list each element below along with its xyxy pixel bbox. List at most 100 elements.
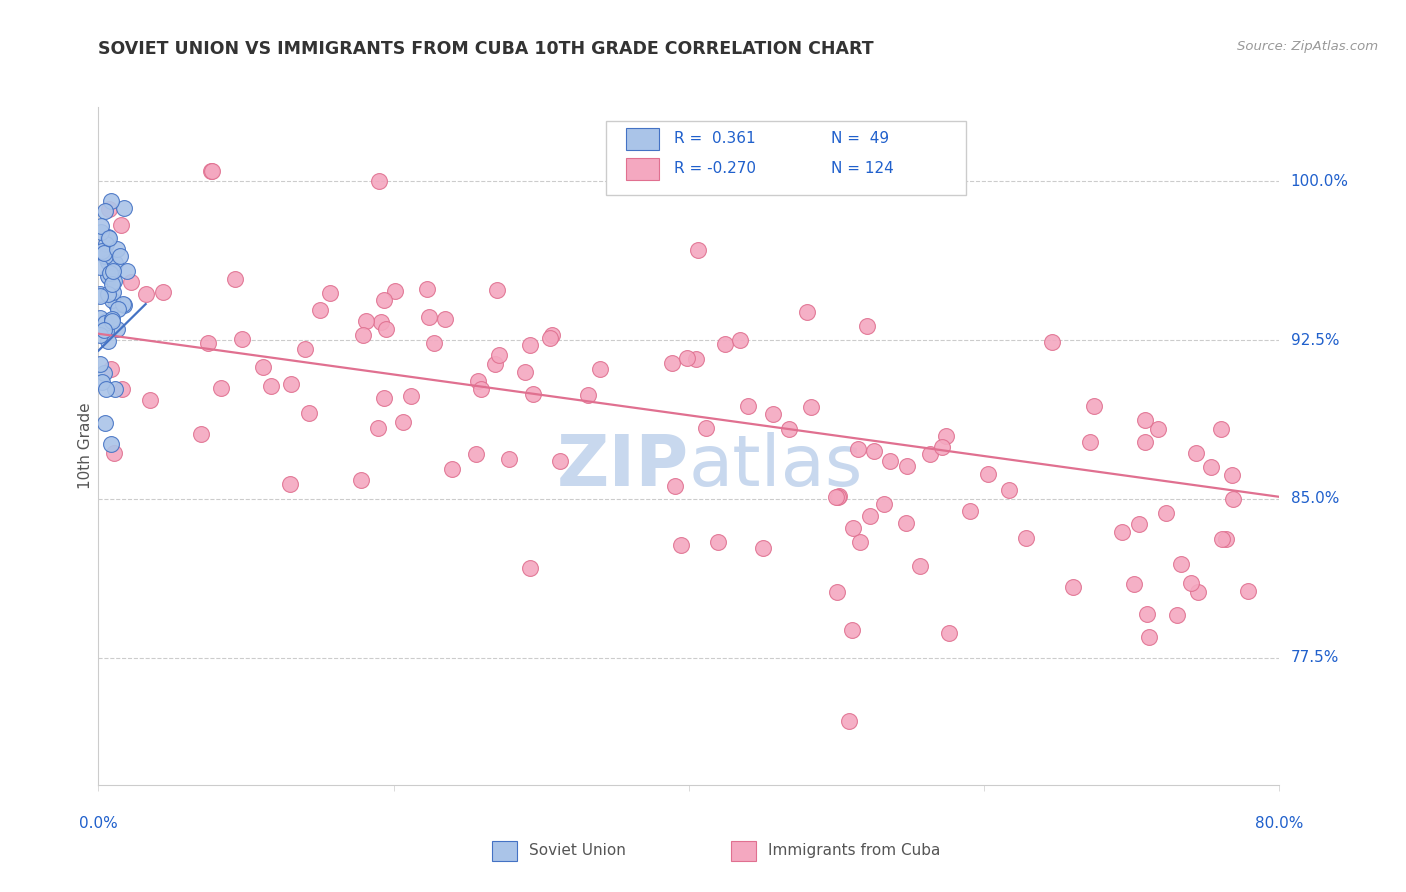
Point (714, 337, 737, 351)
Point (485, 283, 508, 297)
Point (209, 381, 232, 395)
Point (112, 297, 135, 311)
Text: N =  49: N = 49 (831, 131, 889, 146)
Point (98, 266, 121, 280)
Text: 92.5%: 92.5% (1291, 333, 1339, 348)
Point (576, 388, 599, 402)
Point (135, 287, 157, 301)
Point (695, 421, 717, 435)
Point (752, 541, 775, 555)
Point (1078, 435, 1101, 450)
Point (280, 376, 302, 391)
Point (1209, 422, 1232, 436)
Point (101, 293, 124, 307)
Text: Soviet Union: Soviet Union (529, 844, 626, 858)
Text: atlas: atlas (689, 432, 863, 500)
Point (959, 504, 981, 518)
Point (1062, 580, 1084, 594)
Point (856, 319, 879, 334)
Point (548, 454, 571, 468)
Point (94, 324, 117, 338)
Point (94, 249, 117, 263)
Point (111, 382, 134, 396)
Point (920, 447, 942, 461)
Point (200, 163, 222, 178)
Point (1166, 607, 1188, 622)
Point (1170, 557, 1192, 571)
Point (224, 272, 246, 286)
Point (488, 348, 510, 362)
Point (94, 237, 117, 252)
Text: R =  0.361: R = 0.361 (673, 131, 755, 146)
Point (104, 382, 127, 396)
Point (737, 399, 759, 413)
Point (1133, 435, 1156, 450)
Point (94, 382, 117, 396)
Text: 0.0%: 0.0% (79, 815, 118, 830)
Point (100, 194, 122, 208)
Point (1222, 491, 1244, 506)
Point (89, 289, 111, 303)
Point (1199, 460, 1222, 475)
Point (368, 174, 391, 188)
Point (231, 332, 253, 346)
Point (107, 301, 129, 316)
Point (101, 314, 124, 328)
Point (433, 311, 456, 326)
Point (354, 314, 377, 328)
Text: Immigrants from Cuba: Immigrants from Cuba (768, 844, 941, 858)
Point (103, 446, 125, 460)
Point (470, 382, 492, 396)
Point (94, 416, 117, 430)
Point (308, 302, 330, 317)
Point (1136, 607, 1159, 621)
Text: R = -0.270: R = -0.270 (673, 161, 755, 177)
Point (931, 440, 953, 454)
Point (93, 323, 115, 337)
Point (873, 498, 896, 512)
Point (89, 357, 111, 371)
Text: 100.0%: 100.0% (1291, 174, 1348, 189)
Point (908, 559, 931, 574)
Point (94, 316, 117, 330)
Text: 85.0%: 85.0% (1291, 491, 1339, 507)
Point (538, 330, 561, 344)
Point (935, 429, 957, 443)
Point (97, 202, 120, 216)
Point (100, 277, 122, 292)
Point (1111, 525, 1133, 540)
Point (89, 260, 111, 274)
Point (1137, 630, 1160, 644)
Text: 80.0%: 80.0% (1256, 815, 1303, 830)
Point (90, 376, 112, 390)
Point (103, 264, 125, 278)
Point (103, 274, 125, 288)
Text: N = 124: N = 124 (831, 161, 893, 177)
Point (101, 285, 124, 299)
Point (441, 462, 464, 476)
Point (522, 386, 544, 401)
Point (998, 483, 1021, 497)
Point (90, 225, 112, 239)
Point (104, 297, 127, 311)
Point (260, 378, 283, 392)
Point (98, 269, 121, 284)
Point (1237, 583, 1260, 598)
Point (110, 218, 132, 232)
Point (484, 358, 506, 372)
Point (89, 310, 111, 325)
Point (846, 442, 869, 457)
Point (294, 342, 316, 356)
Y-axis label: 10th Grade: 10th Grade (77, 402, 93, 490)
Point (278, 476, 301, 491)
Point (778, 422, 800, 436)
Point (827, 490, 849, 504)
Point (519, 338, 541, 352)
Point (938, 625, 960, 640)
Point (97, 254, 120, 268)
Bar (626, 128, 659, 150)
Point (862, 443, 884, 458)
Point (1220, 468, 1243, 483)
Point (686, 243, 709, 257)
FancyBboxPatch shape (606, 120, 966, 195)
